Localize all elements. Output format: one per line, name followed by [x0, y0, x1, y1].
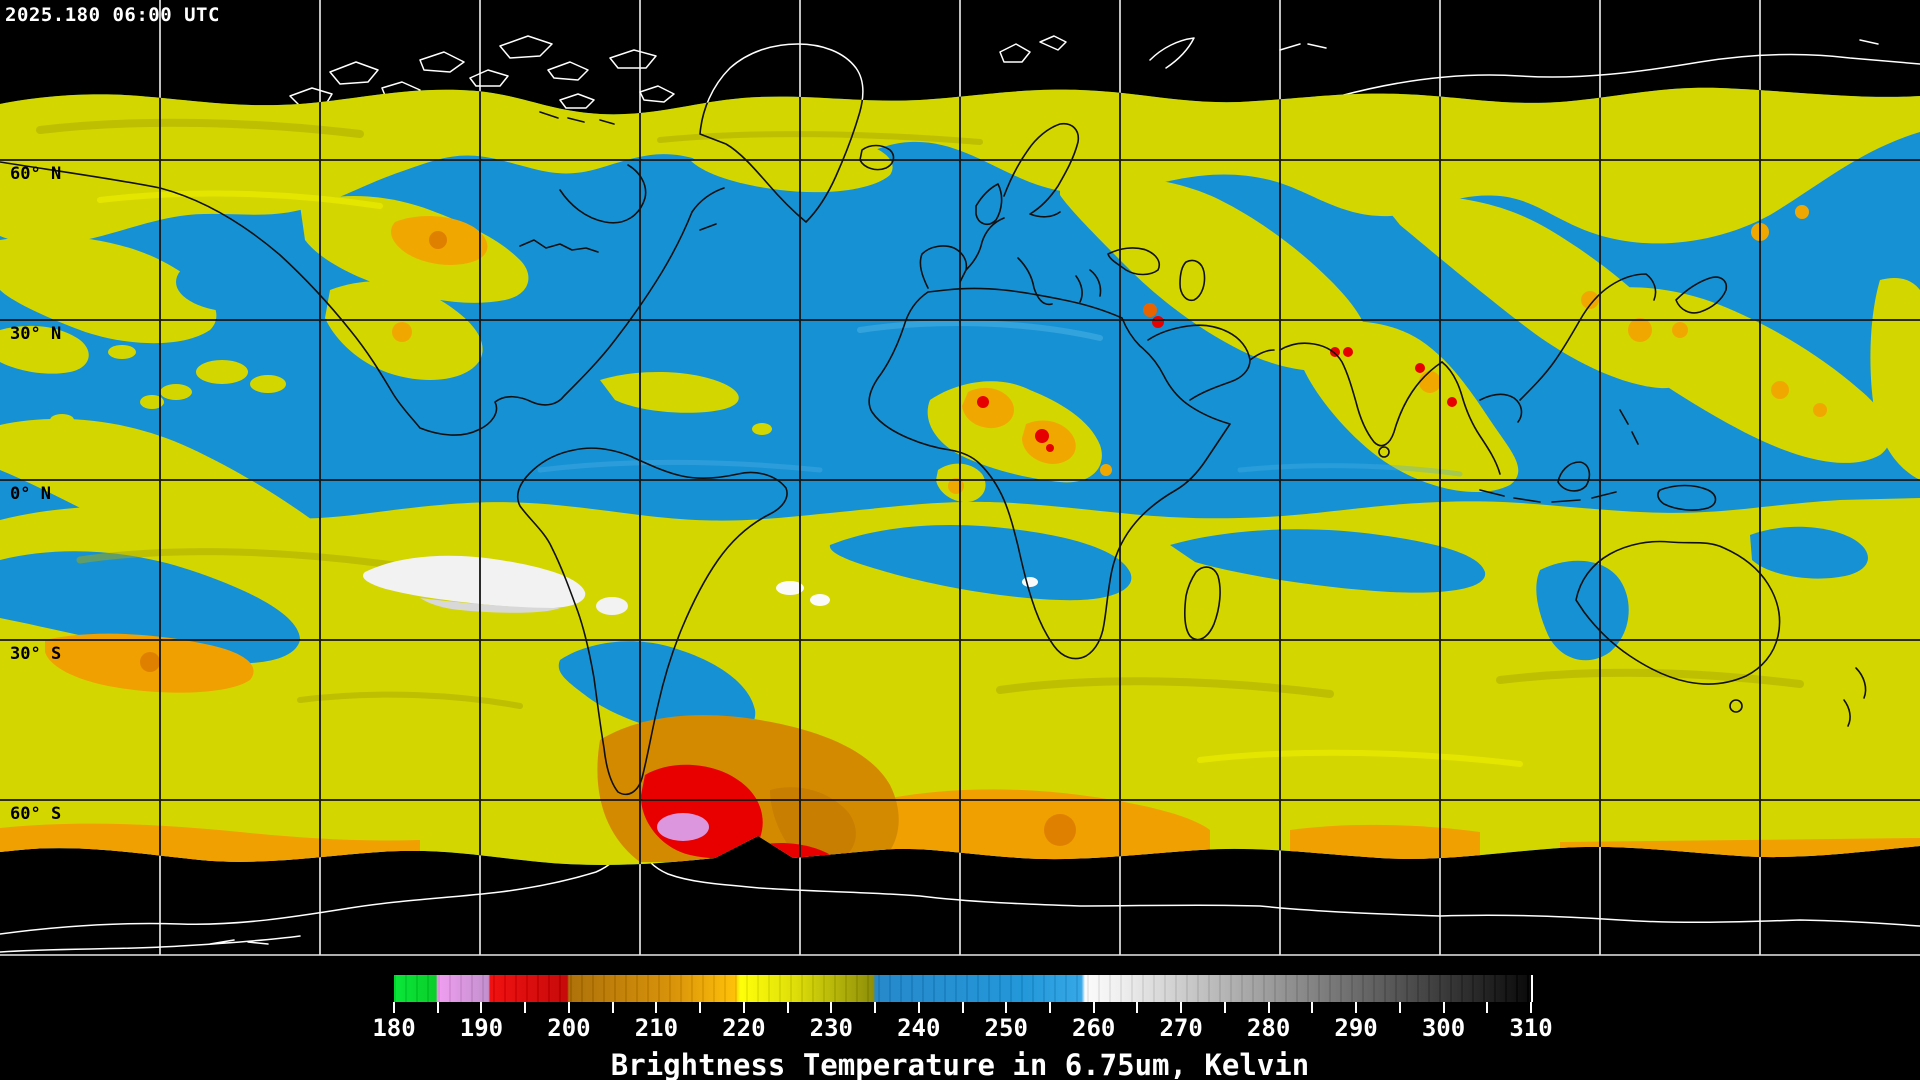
hudson-bay-coast: [559, 164, 647, 224]
colorbar-tick-label: 250: [984, 1014, 1028, 1042]
tasmania: [1729, 699, 1743, 713]
colorbar-tick-label: 310: [1509, 1014, 1553, 1042]
colorbar-tick: [480, 1002, 483, 1013]
colorbar-tick: [786, 1002, 789, 1013]
colorbar-tick: [699, 1002, 702, 1013]
latitude-label: 60° N: [10, 164, 62, 184]
cold-cloud-cores: [0, 205, 1920, 865]
colorbar-tick: [655, 1002, 658, 1013]
great-lakes: [519, 239, 599, 253]
colorbar-tick: [1267, 1002, 1270, 1013]
colorbar-tick: [1486, 1002, 1489, 1013]
white-cloud-tops: [362, 555, 1038, 615]
colorbar-tick-label: 260: [1072, 1014, 1116, 1042]
sri-lanka: [1378, 446, 1390, 458]
colorbar-tick: [436, 1002, 439, 1013]
timestamp-label: 2025.180 06:00 UTC: [5, 4, 220, 26]
latitude-label: 0° N: [10, 484, 51, 504]
southeast-asia-coast: [1441, 273, 1657, 475]
north-america-coast: [0, 161, 693, 436]
novaya-zemlya-coast: [1149, 37, 1327, 69]
moisture-texture: [36, 118, 1804, 767]
colorbar-tick-label: 220: [722, 1014, 766, 1042]
colorbar-tick: [1398, 1002, 1401, 1013]
svalbard-coast: [999, 35, 1067, 63]
india-coast: [1279, 342, 1443, 447]
map-area: 2025.180 06:00 UTC 60° N 30° N 0° N 30° S 60…: [0, 0, 1920, 956]
colorbar-tick-label: 200: [547, 1014, 591, 1042]
coastlines: [0, 87, 1867, 796]
top-edge-islands: [539, 111, 615, 125]
colorbar-tick: [1180, 1002, 1183, 1013]
iceland-coast: [859, 144, 895, 171]
colorbar-tick: [742, 1002, 745, 1013]
colorbar-tick-label: 190: [459, 1014, 504, 1042]
south-america-coast: [516, 447, 788, 796]
colorbar-tick: [961, 1002, 964, 1013]
colorbar-tick-label: 230: [809, 1014, 853, 1042]
colorbar-tick-label: 290: [1334, 1014, 1378, 1042]
colorbar-tick: [524, 1002, 527, 1013]
colorbar-tick-label: 270: [1159, 1014, 1203, 1042]
colorbar-tick: [1355, 1002, 1358, 1013]
antarctica-coast: [0, 811, 1920, 953]
europe-coast: [919, 122, 1206, 306]
colorbar-tick: [1442, 1002, 1445, 1013]
colorbar-tick-label: 280: [1246, 1014, 1291, 1042]
colorbar-tick: [1311, 1002, 1314, 1013]
colorbar-tick-label: 210: [634, 1014, 679, 1042]
colorbar-tick: [393, 1002, 395, 1013]
colorbar-tick: [611, 1002, 614, 1013]
colorbar-tick: [1136, 1002, 1139, 1013]
colorbar-tick: [1223, 1002, 1226, 1013]
colorbar-title: Brightness Temperature in 6.75um, Kelvin: [610, 1048, 1310, 1080]
colorbar-tick: [1530, 1002, 1532, 1013]
arabia-coast: [1147, 324, 1275, 401]
graticule-data-parallels: [0, 159, 1920, 801]
new-zealand-coast: [1843, 667, 1867, 727]
colorbar-tick: [1092, 1002, 1095, 1013]
japan-coast: [1675, 276, 1728, 314]
labrador-coast: [691, 187, 725, 231]
colorbar-tick: [917, 1002, 920, 1013]
latitude-label: 60° S: [10, 804, 62, 824]
colorbar-tick-label: 300: [1421, 1014, 1466, 1042]
colorbar-tick-label: 180: [372, 1014, 416, 1042]
greenland-coast-south: [699, 87, 864, 223]
map-image: [0, 0, 1920, 956]
polar-coastlines: [0, 35, 1920, 953]
latitude-label: 30° S: [10, 644, 62, 664]
africa-coast: [868, 287, 1231, 660]
australia-coast: [1575, 540, 1781, 685]
colorbar-tick: [1048, 1002, 1051, 1013]
indonesia-coast: [1479, 409, 1717, 511]
colorbar: 180 190 200 210 220 230 240 250 260 270 280 290 300 3…: [0, 956, 1920, 1080]
colorbar-tick-label: 240: [897, 1014, 941, 1042]
latitude-label: 30° N: [10, 324, 62, 344]
colorbar-tick: [567, 1002, 570, 1013]
siberia-coast: [1339, 39, 1920, 97]
dry-gaps: [0, 252, 1868, 739]
colorbar-tick: [874, 1002, 877, 1013]
colorbar-tick: [1005, 1002, 1008, 1013]
madagascar-coast: [1184, 566, 1221, 641]
colorbar-tick: [830, 1002, 833, 1013]
colorbar-gradient: [394, 975, 1533, 1002]
